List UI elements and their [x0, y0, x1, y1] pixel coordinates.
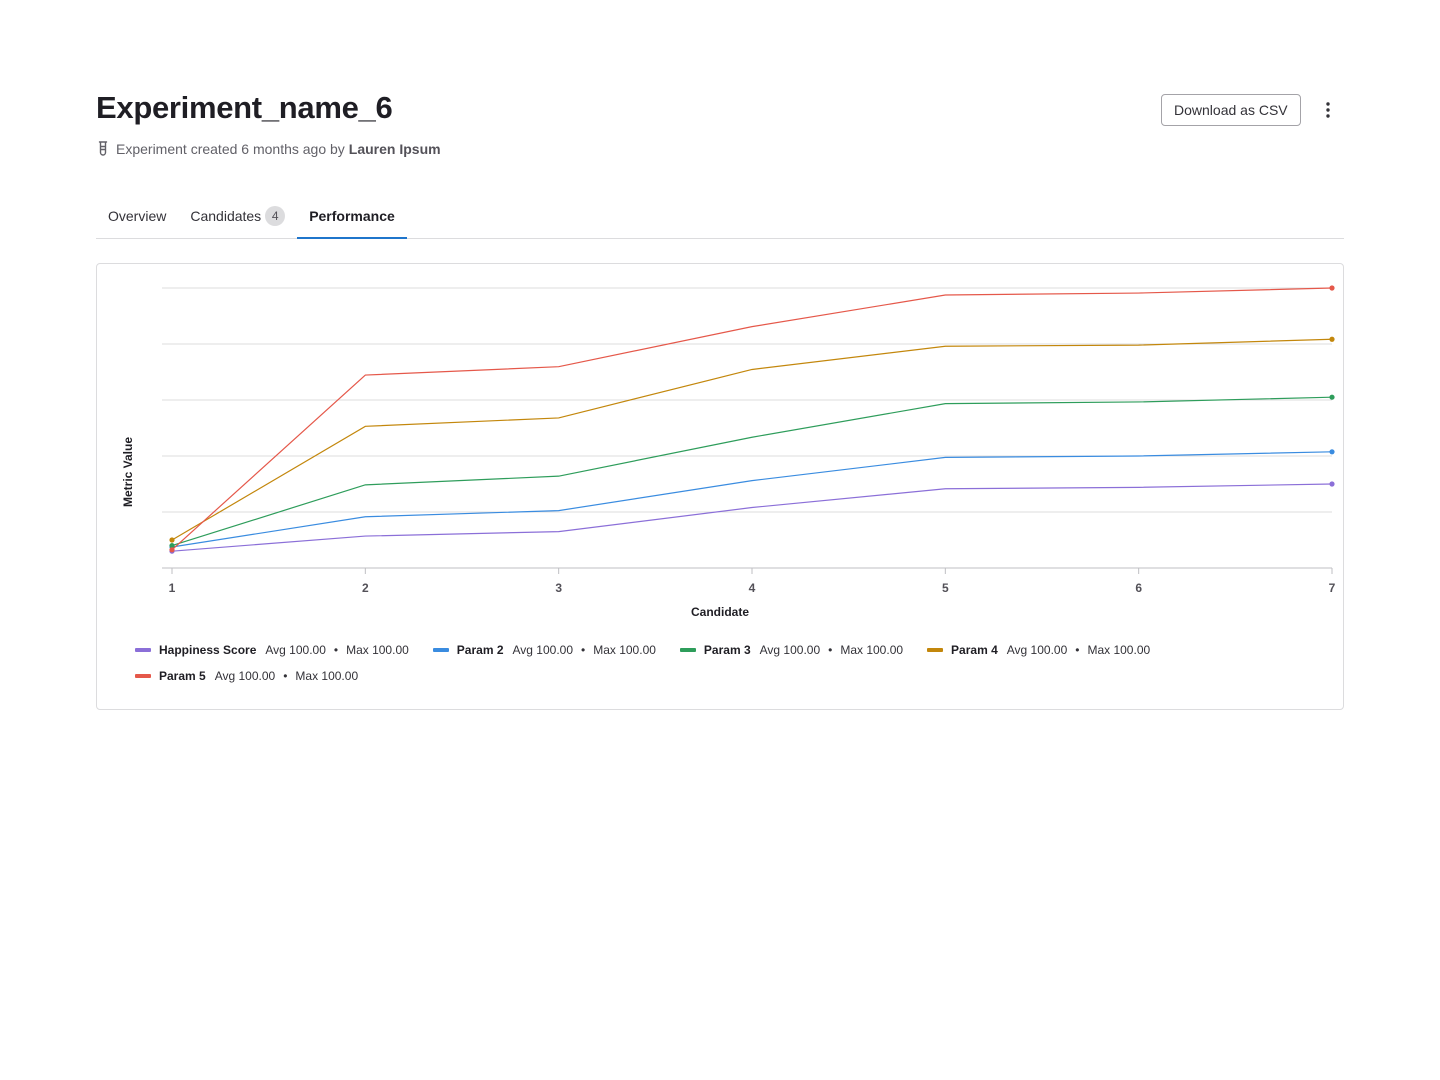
legend-max: Max 100.00 [295, 669, 359, 683]
tab-candidates-label: Candidates [190, 208, 262, 224]
series-line-happiness-score [171, 483, 1333, 552]
chart-series [169, 285, 1335, 554]
legend-series-name: Param 3 [703, 643, 751, 657]
legend-item-param-4[interactable]: Param 4 Avg 100.00 • Max 100.00 [927, 642, 1150, 658]
x-tick-label: 7 [1329, 581, 1336, 595]
flask-icon [98, 141, 108, 156]
candidates-count-badge: 4 [265, 206, 286, 226]
legend-swatch [135, 648, 151, 652]
legend-separator: • [1075, 643, 1080, 657]
legend-item-param-2[interactable]: Param 2 Avg 100.00 • Max 100.00 [432, 642, 656, 658]
legend-series-name: Happiness Score [159, 643, 257, 657]
legend-separator: • [828, 643, 833, 657]
legend-max: Max 100.00 [346, 643, 409, 657]
experiment-meta: Experiment created 6 months ago by Laure… [96, 141, 441, 157]
performance-chart: 1 2 3 4 5 6 7 Candidate Metric Value [121, 285, 1336, 619]
data-point-param-3[interactable] [169, 543, 175, 549]
download-csv-button[interactable]: Download as CSV [1161, 94, 1301, 126]
legend-swatch [135, 674, 151, 678]
legend-separator: • [581, 643, 586, 657]
legend-item-param-3[interactable]: Param 3 Avg 100.00 • Max 100.00 [679, 642, 904, 658]
legend-separator: • [283, 669, 288, 683]
x-axis: 1 2 3 4 5 6 7 [169, 568, 1336, 595]
tab-performance-label: Performance [309, 208, 395, 224]
performance-chart-card: 1 2 3 4 5 6 7 Candidate Metric Value Happiness… [96, 263, 1344, 710]
legend-swatch [432, 648, 449, 652]
y-axis-label: Metric Value [121, 437, 135, 507]
data-point-param-5[interactable] [1329, 285, 1335, 291]
legend-max: Max 100.00 [840, 643, 904, 657]
legend-avg: Avg 100.00 [1006, 643, 1068, 657]
legend-item-happiness-score[interactable]: Happiness Score Avg 100.00 • Max 100.00 [135, 642, 409, 658]
tab-performance[interactable]: Performance [297, 194, 407, 239]
tab-overview-label: Overview [108, 208, 167, 224]
chart-legend: Happiness Score Avg 100.00 • Max 100.00 … [135, 642, 1315, 684]
data-point-param-4[interactable] [169, 537, 175, 543]
series-line-param-2 [171, 451, 1333, 548]
created-text: Experiment created 6 months ago by [116, 141, 345, 157]
legend-max: Max 100.00 [593, 643, 656, 657]
tab-candidates[interactable]: Candidates 4 [178, 194, 297, 238]
series-line-param-4 [171, 338, 1333, 541]
x-tick-label: 5 [942, 581, 949, 595]
legend-avg: Avg 100.00 [512, 643, 574, 657]
tab-overview[interactable]: Overview [96, 194, 178, 238]
legend-series-name: Param 5 [159, 669, 206, 683]
x-tick-label: 2 [362, 581, 369, 595]
x-tick-label: 1 [169, 581, 176, 595]
legend-item-param-5[interactable]: Param 5 Avg 100.00 • Max 100.00 [135, 668, 358, 684]
legend-swatch [927, 648, 944, 652]
chart-grid [162, 287, 1332, 569]
series-line-param-5 [171, 287, 1333, 551]
x-tick-label: 4 [749, 581, 756, 595]
data-point-param-3[interactable] [1329, 394, 1335, 400]
author-name[interactable]: Lauren Ipsum [348, 141, 441, 157]
data-point-param-5[interactable] [169, 547, 175, 553]
legend-series-name: Param 4 [951, 643, 998, 657]
x-tick-label: 3 [555, 581, 562, 595]
legend-avg: Avg 100.00 [265, 643, 326, 657]
data-point-happiness-score[interactable] [1329, 481, 1335, 487]
legend-separator: • [333, 643, 339, 657]
legend-avg: Avg 100.00 [214, 669, 276, 683]
legend-series-name: Param 2 [456, 643, 504, 657]
tab-bar: Overview Candidates 4 Performance [96, 194, 1344, 239]
legend-max: Max 100.00 [1087, 643, 1151, 657]
x-axis-label: Candidate [691, 605, 749, 619]
series-line-param-3 [171, 396, 1333, 547]
x-tick-label: 6 [1135, 581, 1142, 595]
page-title: Experiment_name_6 [96, 90, 393, 125]
legend-avg: Avg 100.00 [759, 643, 821, 657]
legend-swatch [679, 648, 696, 652]
data-point-param-4[interactable] [1329, 336, 1335, 342]
page-header: Experiment_name_6 Experiment created 6 m… [96, 90, 1344, 180]
ellipsis-v-icon[interactable] [1316, 94, 1340, 126]
data-point-param-2[interactable] [1329, 449, 1335, 455]
